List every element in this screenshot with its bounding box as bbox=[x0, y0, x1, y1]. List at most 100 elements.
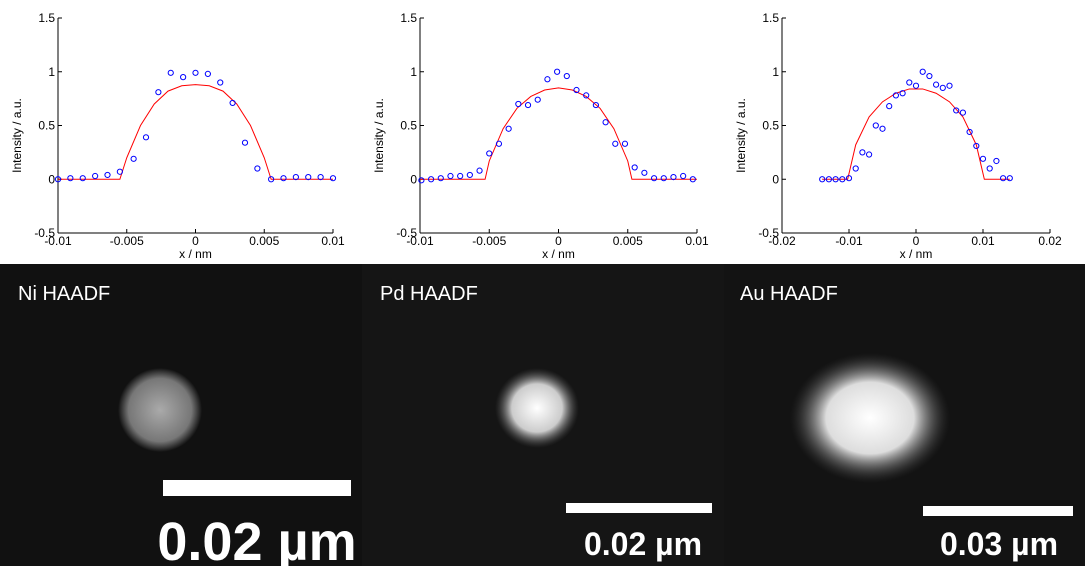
data-point bbox=[329, 175, 337, 182]
y-tick-label: 1 bbox=[772, 65, 779, 79]
data-point bbox=[621, 140, 629, 147]
data-point bbox=[204, 70, 211, 78]
data-point bbox=[524, 101, 532, 109]
scale-label: 0.03 µm bbox=[940, 526, 1058, 562]
y-tick-label: 0.5 bbox=[400, 119, 417, 133]
data-point bbox=[280, 175, 287, 182]
data-point bbox=[939, 84, 946, 91]
data-point bbox=[879, 125, 886, 132]
data-point bbox=[612, 140, 619, 147]
x-tick-label: 0.005 bbox=[613, 234, 643, 248]
data-point bbox=[602, 119, 609, 126]
data-point bbox=[872, 122, 879, 129]
x-tick-label: 0.01 bbox=[971, 234, 995, 248]
data-point bbox=[79, 175, 86, 182]
data-point bbox=[67, 175, 74, 182]
x-tick-label: -0.01 bbox=[44, 234, 72, 248]
data-point bbox=[268, 176, 275, 183]
data-point bbox=[142, 134, 150, 141]
data-point bbox=[92, 172, 99, 180]
data-point bbox=[926, 72, 933, 80]
data-point bbox=[832, 176, 839, 183]
data-point bbox=[563, 72, 570, 80]
x-tick-label: -0.02 bbox=[768, 234, 796, 248]
data-point bbox=[104, 171, 111, 179]
data-point bbox=[54, 176, 62, 183]
y-tick-label: 0 bbox=[48, 172, 55, 186]
x-tick-label: 0 bbox=[192, 234, 199, 248]
data-point bbox=[631, 164, 638, 171]
scale-bar bbox=[163, 480, 351, 496]
scale-label: 0.02 µm bbox=[584, 526, 702, 562]
data-point bbox=[839, 176, 846, 183]
fit-line bbox=[822, 88, 1010, 180]
x-tick-label: 0 bbox=[913, 234, 920, 248]
particle bbox=[790, 353, 950, 483]
data-point bbox=[689, 176, 696, 183]
data-point bbox=[819, 176, 826, 183]
x-axis-label: x / nm bbox=[542, 247, 575, 261]
data-point bbox=[495, 140, 503, 147]
scale-label: 0.02 µm bbox=[157, 512, 356, 566]
data-point bbox=[466, 171, 473, 179]
data-point bbox=[155, 89, 162, 96]
data-point bbox=[660, 175, 667, 182]
y-tick-label: 0.5 bbox=[38, 119, 55, 133]
y-tick-label: -0.5 bbox=[758, 226, 779, 240]
data-point bbox=[447, 172, 454, 180]
image-label: Pd HAADF bbox=[380, 283, 478, 305]
data-point bbox=[515, 100, 522, 108]
data-point bbox=[229, 99, 236, 107]
data-point bbox=[241, 139, 249, 146]
data-point bbox=[953, 107, 960, 114]
data-point bbox=[892, 92, 900, 99]
x-tick-label: 0.005 bbox=[249, 234, 279, 248]
data-point bbox=[906, 79, 913, 86]
data-point bbox=[418, 177, 425, 184]
y-tick-label: -0.5 bbox=[34, 226, 55, 240]
x-tick-label: -0.005 bbox=[110, 234, 144, 248]
data-point bbox=[866, 151, 873, 158]
x-axis-label: x / nm bbox=[179, 247, 212, 261]
data-point bbox=[919, 68, 926, 75]
data-point bbox=[966, 128, 973, 136]
fit-line bbox=[420, 87, 697, 180]
data-point bbox=[437, 175, 444, 182]
data-point bbox=[427, 176, 435, 183]
data-point bbox=[680, 172, 687, 180]
data-point bbox=[116, 168, 123, 175]
image-label: Au HAADF bbox=[740, 283, 838, 305]
data-point bbox=[986, 165, 993, 172]
data-point bbox=[1000, 175, 1007, 182]
data-point bbox=[217, 79, 224, 86]
data-point bbox=[886, 103, 893, 110]
y-tick-label: -0.5 bbox=[396, 226, 417, 240]
data-point bbox=[979, 155, 987, 162]
fit-line bbox=[58, 84, 333, 180]
data-point bbox=[1006, 175, 1013, 182]
x-tick-label: 0 bbox=[555, 234, 562, 248]
y-tick-label: 0 bbox=[410, 172, 417, 186]
data-point bbox=[670, 174, 677, 181]
scale-bar bbox=[923, 506, 1073, 516]
data-point bbox=[554, 68, 561, 75]
y-tick-label: 1.5 bbox=[400, 11, 417, 25]
particle bbox=[495, 368, 579, 448]
data-point bbox=[859, 149, 866, 156]
y-axis-label: Intensity / a.u. bbox=[372, 98, 386, 173]
scale-bar bbox=[566, 503, 712, 513]
y-tick-label: 0.5 bbox=[762, 119, 779, 133]
x-axis-label: x / nm bbox=[900, 247, 933, 261]
data-point bbox=[305, 174, 312, 181]
y-tick-label: 1 bbox=[410, 65, 417, 79]
data-point bbox=[534, 96, 541, 103]
data-point bbox=[650, 175, 658, 182]
image-label: Ni HAADF bbox=[18, 283, 110, 305]
y-axis-label: Intensity / a.u. bbox=[734, 98, 748, 173]
data-point bbox=[959, 109, 967, 116]
data-point bbox=[933, 81, 940, 88]
particle bbox=[118, 368, 202, 452]
data-point bbox=[583, 92, 590, 99]
x-tick-label: 0.01 bbox=[321, 234, 345, 248]
